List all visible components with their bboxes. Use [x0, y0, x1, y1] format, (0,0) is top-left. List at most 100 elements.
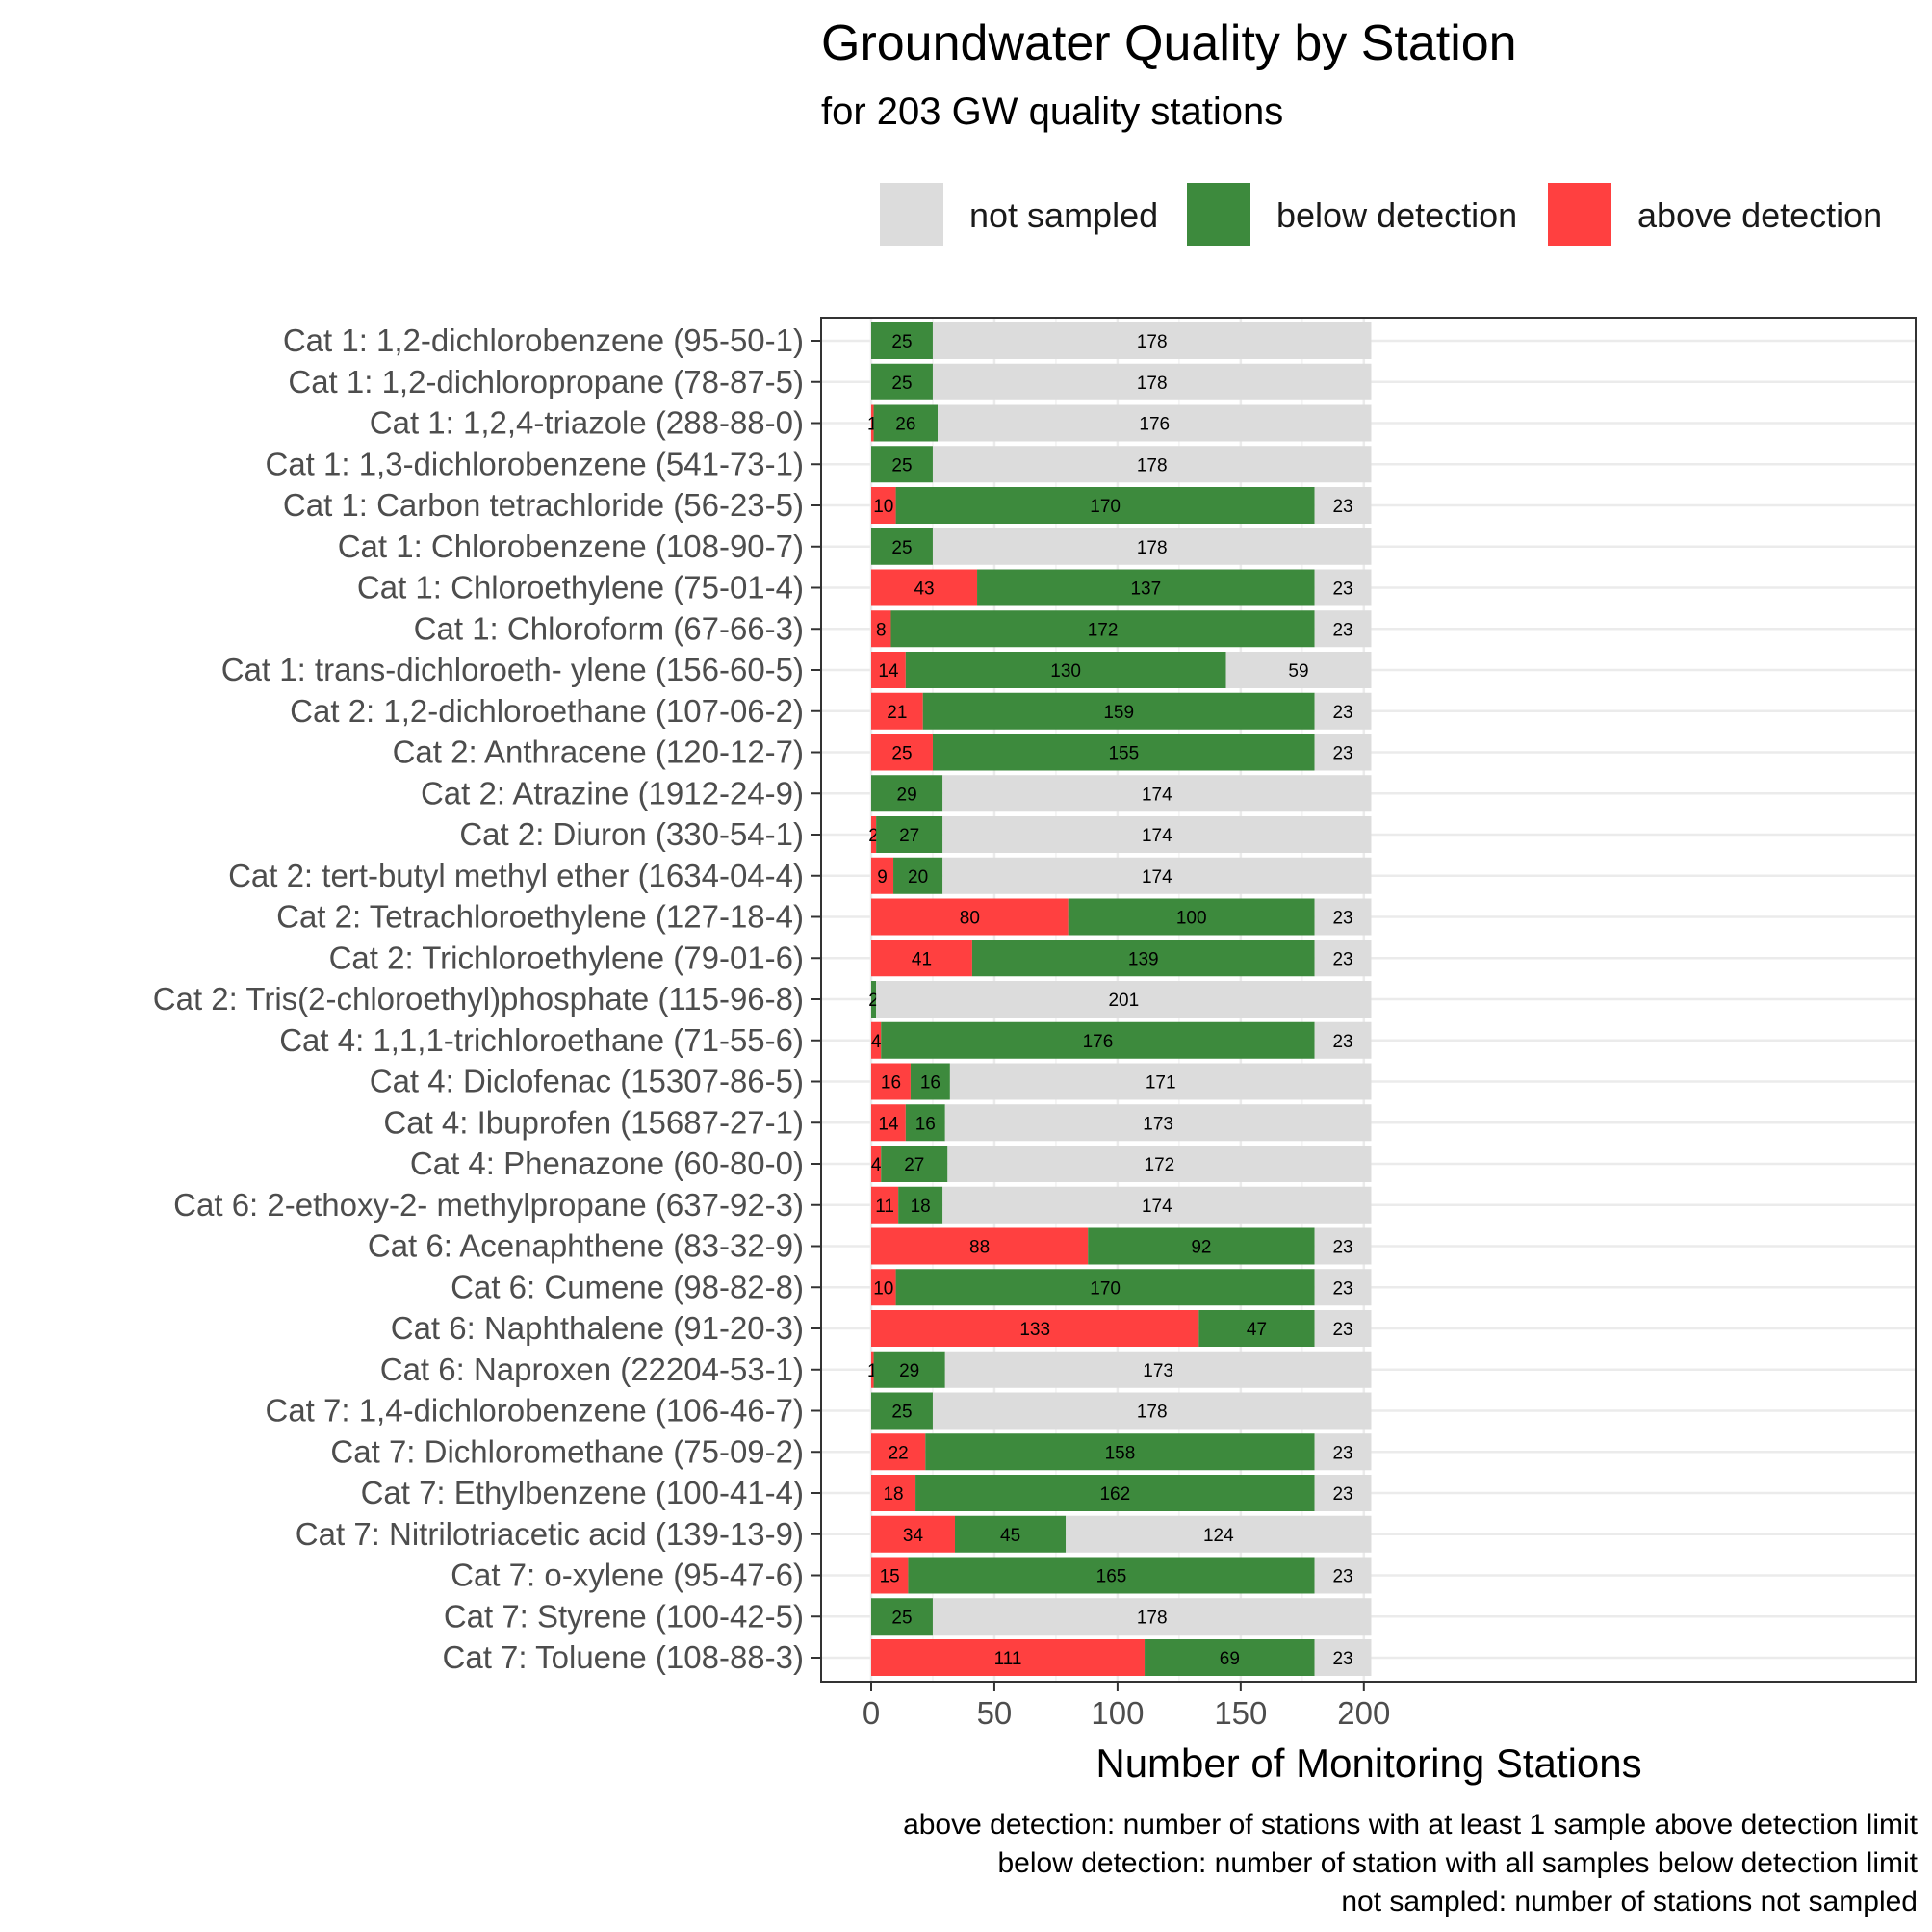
data-label: 23: [1332, 909, 1352, 929]
bar-below-detection: [871, 981, 877, 1018]
y-tick-label: Cat 4: 1,1,1-trichloroethane (71-55-6): [279, 1022, 804, 1058]
bar-not-sampled: [932, 322, 1372, 359]
data-label: 92: [1191, 1238, 1211, 1258]
data-label: 69: [1220, 1649, 1240, 1669]
bar-not-sampled: [1314, 1433, 1372, 1471]
data-label: 10: [873, 497, 893, 517]
bar-not-sampled: [1314, 1639, 1372, 1676]
bar-below-detection: [898, 1186, 943, 1224]
bar-below-detection: [871, 446, 933, 483]
bar-above-detection: [871, 1186, 899, 1224]
bar-not-sampled: [876, 981, 1372, 1018]
data-label: 80: [960, 909, 980, 929]
data-label: 11: [875, 1197, 894, 1217]
data-label: 23: [1332, 497, 1352, 517]
data-label: 25: [891, 538, 912, 558]
bar-below-detection: [922, 692, 1315, 730]
data-label: 178: [1137, 1403, 1168, 1423]
y-tick-label: Cat 7: Toluene (108-88-3): [443, 1639, 804, 1675]
y-tick-label: Cat 2: Atrazine (1912-24-9): [421, 775, 804, 811]
data-label: 201: [1108, 991, 1139, 1011]
legend-label: not sampled: [969, 195, 1158, 235]
data-label: 158: [1105, 1443, 1136, 1463]
data-label: 20: [908, 867, 928, 888]
bar-below-detection: [871, 775, 943, 812]
y-tick-label: Cat 7: Styrene (100-42-5): [444, 1598, 804, 1634]
y-tick-label: Cat 2: tert-butyl methyl ether (1634-04-…: [228, 858, 804, 893]
y-tick-label: Cat 6: Acenaphthene (83-32-9): [368, 1228, 804, 1264]
data-label: 173: [1143, 1114, 1173, 1134]
bar-above-detection: [871, 734, 933, 771]
data-label: 23: [1332, 1484, 1352, 1505]
data-label: 100: [1176, 909, 1207, 929]
bar-above-detection: [871, 1146, 882, 1182]
data-label: 172: [1145, 1155, 1175, 1175]
bar-below-detection: [871, 528, 933, 565]
bar-below-detection: [893, 857, 943, 894]
data-label: 22: [889, 1443, 909, 1463]
y-tick-label: Cat 1: 1,2-dichlorobenzene (95-50-1): [283, 322, 804, 358]
bar-below-detection: [910, 1063, 950, 1100]
bar-not-sampled: [1314, 610, 1372, 648]
bar-below-detection: [871, 1392, 933, 1430]
data-label: 26: [895, 415, 915, 435]
bar-not-sampled: [949, 1063, 1372, 1100]
bar-not-sampled: [932, 528, 1372, 565]
y-tick-label: Cat 6: Cumene (98-82-8): [451, 1269, 804, 1304]
y-tick-label: Cat 7: o-xylene (95-47-6): [451, 1558, 804, 1593]
bar-above-detection: [871, 1021, 882, 1059]
data-label: 23: [1332, 1567, 1352, 1587]
data-label: 174: [1142, 785, 1172, 805]
y-tick-label: Cat 2: 1,2-dichloroethane (107-06-2): [290, 693, 804, 729]
bar-above-detection: [871, 1557, 909, 1594]
data-label: 111: [994, 1649, 1022, 1669]
bar-below-detection: [895, 1269, 1315, 1306]
bar-not-sampled: [932, 446, 1372, 483]
bar-above-detection: [871, 898, 1069, 936]
data-label: 170: [1090, 1278, 1121, 1299]
legend-key-not-sampled: [880, 183, 943, 246]
data-label: 88: [969, 1238, 990, 1258]
x-tick-label: 50: [977, 1695, 1013, 1731]
data-label: 176: [1083, 1032, 1114, 1052]
bar-above-detection: [871, 1227, 1089, 1265]
data-label: 172: [1088, 620, 1119, 640]
bar-not-sampled: [938, 404, 1372, 442]
bar-not-sampled: [1314, 1021, 1372, 1059]
data-label: 18: [883, 1484, 903, 1505]
data-label: 162: [1099, 1484, 1130, 1505]
x-tick-label: 200: [1337, 1695, 1390, 1731]
bar-below-detection: [1145, 1639, 1315, 1676]
data-label: 23: [1332, 1238, 1352, 1258]
bar-above-detection: [871, 569, 978, 606]
y-tick-label: Cat 7: Dichloromethane (75-09-2): [330, 1433, 804, 1469]
data-label: 174: [1142, 826, 1172, 846]
data-label: 171: [1146, 1073, 1176, 1094]
bar-below-detection: [908, 1557, 1315, 1594]
bar-above-detection: [871, 1639, 1146, 1676]
bar-not-sampled: [944, 1351, 1372, 1388]
data-label: 178: [1137, 332, 1168, 352]
legend: not sampled below detection above detectio…: [880, 183, 1882, 246]
bar-not-sampled: [1066, 1515, 1372, 1553]
data-label: 29: [897, 785, 917, 805]
bar-below-detection: [881, 1146, 948, 1182]
data-label: 174: [1142, 1197, 1172, 1217]
data-label: 16: [920, 1073, 940, 1094]
data-label: 178: [1137, 1608, 1168, 1628]
y-tick-label: Cat 1: 1,3-dichlorobenzene (541-73-1): [265, 446, 804, 481]
chart-title: Groundwater Quality by Station: [821, 15, 1517, 71]
data-label: 25: [891, 744, 912, 764]
bar-below-detection: [871, 322, 933, 359]
data-label: 137: [1130, 580, 1161, 600]
data-label: 8: [876, 620, 887, 640]
caption-line: not sampled: number of stations not samp…: [1341, 1886, 1918, 1918]
data-label: 43: [914, 580, 934, 600]
data-label: 124: [1203, 1526, 1234, 1546]
bar-above-detection: [871, 610, 891, 648]
y-tick-label: Cat 7: Nitrilotriacetic acid (139-13-9): [296, 1516, 804, 1552]
bar-below-detection: [876, 816, 943, 853]
bar-above-detection: [871, 1104, 906, 1142]
data-label: 10: [873, 1278, 893, 1299]
